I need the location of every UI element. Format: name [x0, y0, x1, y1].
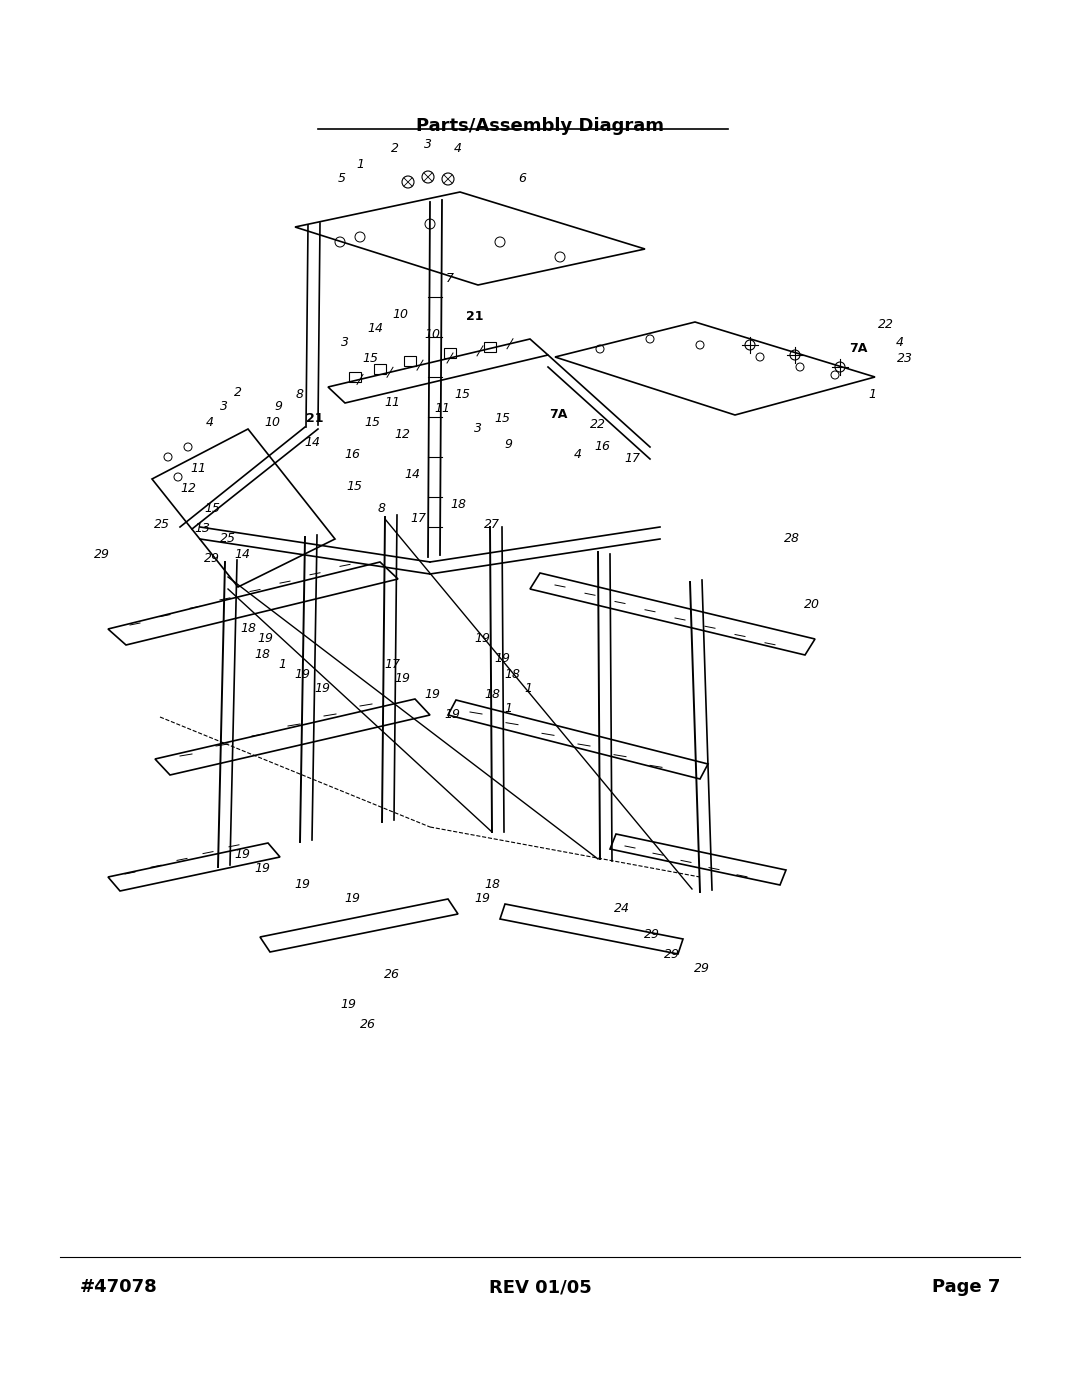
Text: 7A: 7A [549, 408, 567, 422]
Text: 25: 25 [220, 532, 237, 545]
Text: 19: 19 [294, 879, 310, 891]
Text: 19: 19 [340, 999, 356, 1011]
Text: 19: 19 [394, 672, 410, 686]
Text: 23: 23 [897, 352, 913, 366]
Text: 5: 5 [338, 172, 346, 186]
Text: 14: 14 [404, 468, 420, 482]
Text: 17: 17 [410, 513, 426, 525]
Text: 4: 4 [454, 142, 462, 155]
Text: 11: 11 [434, 402, 450, 415]
Text: 19: 19 [257, 633, 273, 645]
Text: 7A: 7A [849, 342, 867, 355]
Text: 25: 25 [154, 518, 170, 531]
Text: 18: 18 [504, 669, 519, 682]
Text: 1: 1 [868, 388, 876, 401]
Text: 18: 18 [254, 648, 270, 662]
Text: 19: 19 [314, 683, 330, 696]
Text: #47078: #47078 [80, 1278, 158, 1296]
Text: 1: 1 [278, 658, 286, 672]
Text: 15: 15 [494, 412, 510, 426]
Text: 19: 19 [444, 708, 460, 721]
Text: 19: 19 [474, 633, 490, 645]
Text: 10: 10 [424, 328, 440, 341]
Text: 12: 12 [180, 482, 195, 496]
Text: 8: 8 [296, 388, 303, 401]
Text: Page 7: Page 7 [932, 1278, 1000, 1296]
Text: 3: 3 [474, 422, 482, 436]
Text: 17: 17 [624, 453, 640, 465]
Text: 19: 19 [494, 652, 510, 665]
Text: 1: 1 [504, 703, 512, 715]
Text: 18: 18 [240, 623, 256, 636]
Text: 11: 11 [384, 395, 400, 408]
Text: 4: 4 [573, 448, 582, 461]
Text: 1: 1 [356, 158, 364, 172]
Text: 14: 14 [303, 436, 320, 448]
Text: 9: 9 [274, 401, 282, 414]
Text: 14: 14 [367, 323, 383, 335]
Text: REV 01/05: REV 01/05 [488, 1278, 592, 1296]
Text: 10: 10 [392, 309, 408, 321]
Text: 6: 6 [518, 172, 526, 186]
Text: 18: 18 [450, 499, 465, 511]
Text: 8: 8 [378, 503, 386, 515]
Text: Parts/Assembly Diagram: Parts/Assembly Diagram [416, 117, 664, 136]
Text: 13: 13 [194, 522, 210, 535]
Text: 16: 16 [594, 440, 610, 454]
Text: 12: 12 [394, 427, 410, 440]
Text: 19: 19 [254, 862, 270, 876]
Text: 21: 21 [467, 310, 484, 324]
Text: 16: 16 [345, 448, 360, 461]
Text: 4: 4 [206, 415, 214, 429]
Text: 24: 24 [615, 902, 630, 915]
Text: 26: 26 [360, 1018, 376, 1031]
Text: 20: 20 [804, 598, 820, 612]
Text: 9: 9 [504, 439, 512, 451]
Text: 3: 3 [220, 401, 228, 414]
Text: 22: 22 [878, 319, 894, 331]
Text: 10: 10 [264, 415, 280, 429]
Text: 29: 29 [694, 963, 710, 975]
Text: 19: 19 [345, 893, 360, 905]
Text: 11: 11 [190, 462, 206, 475]
Text: 29: 29 [204, 552, 220, 566]
Text: 28: 28 [784, 532, 800, 545]
Text: 14: 14 [234, 549, 249, 562]
Text: 2: 2 [234, 386, 242, 398]
Text: 15: 15 [362, 352, 378, 366]
Text: 3: 3 [341, 335, 349, 348]
Text: 1: 1 [524, 683, 532, 696]
Text: 17: 17 [384, 658, 400, 672]
Text: 29: 29 [94, 549, 110, 562]
Text: 15: 15 [454, 388, 470, 401]
Text: 19: 19 [424, 689, 440, 701]
Text: 15: 15 [346, 481, 362, 493]
Text: 15: 15 [204, 503, 220, 515]
Text: 22: 22 [590, 419, 606, 432]
Text: 21: 21 [307, 412, 324, 426]
Text: 26: 26 [384, 968, 400, 982]
Text: 19: 19 [474, 893, 490, 905]
Text: 7: 7 [446, 272, 454, 285]
Text: 2: 2 [391, 142, 399, 155]
Text: 19: 19 [234, 848, 249, 862]
Text: 15: 15 [364, 415, 380, 429]
Text: 29: 29 [644, 929, 660, 942]
Text: 4: 4 [896, 335, 904, 348]
Text: 18: 18 [484, 879, 500, 891]
Text: 29: 29 [664, 949, 680, 961]
Text: 18: 18 [484, 689, 500, 701]
Text: 27: 27 [484, 518, 500, 531]
Text: 19: 19 [294, 669, 310, 682]
Text: 3: 3 [424, 138, 432, 151]
